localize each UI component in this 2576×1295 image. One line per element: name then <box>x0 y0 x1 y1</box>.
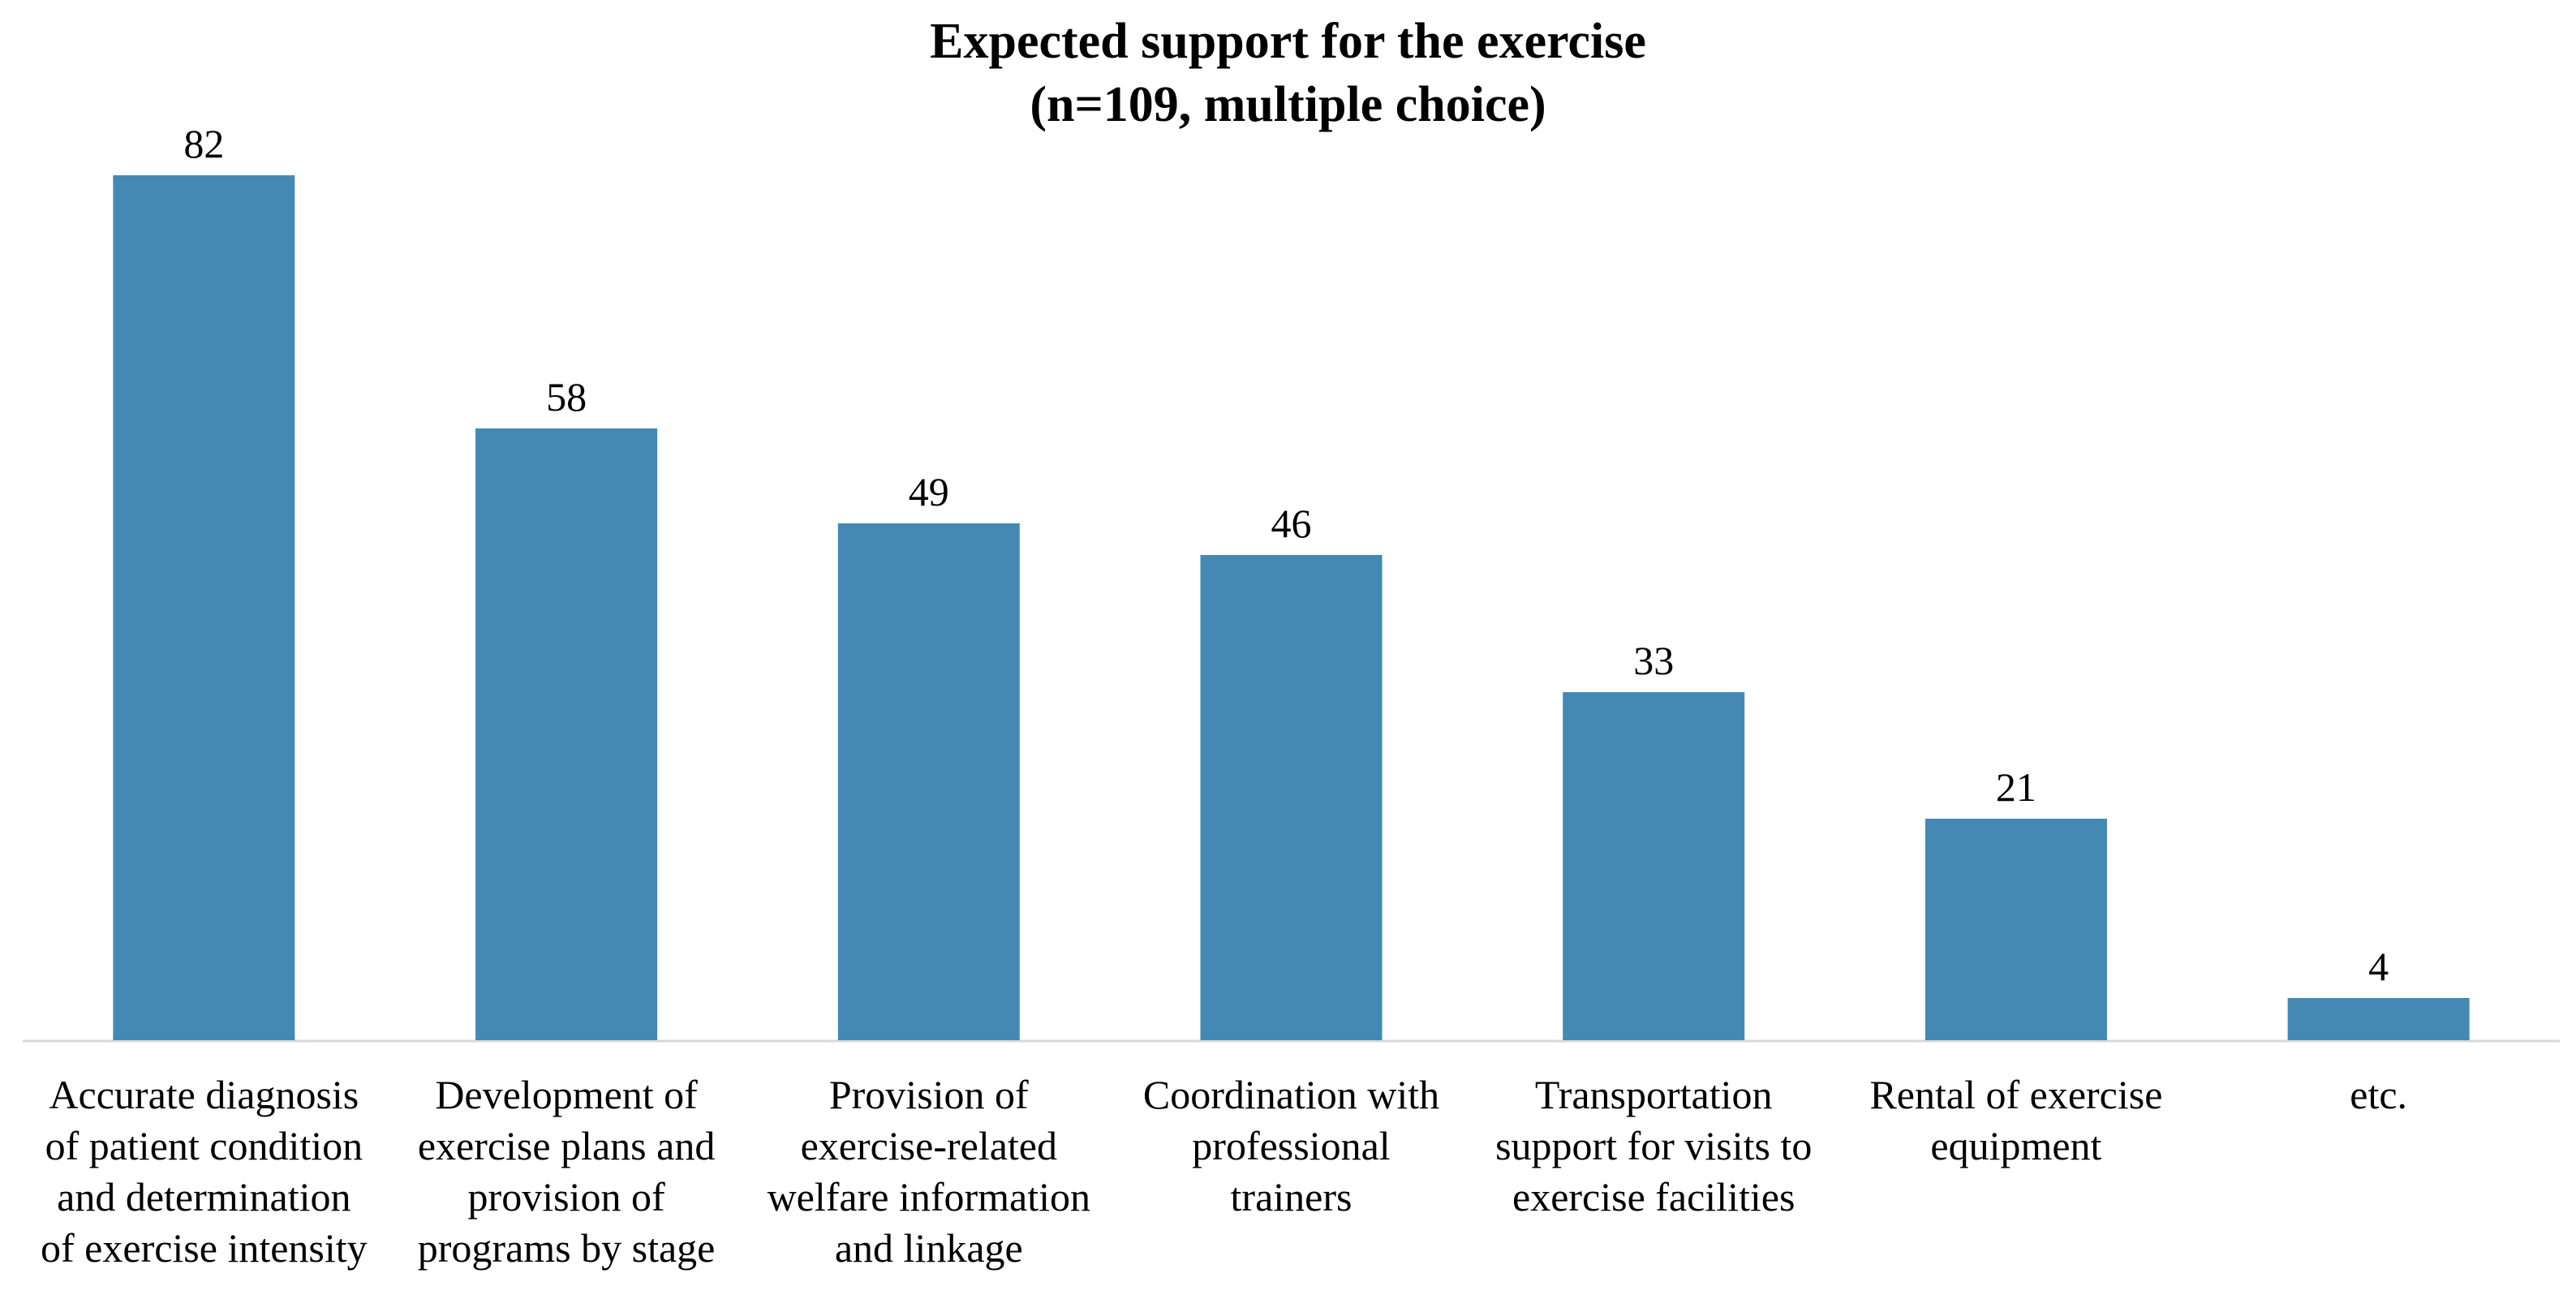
bar-2 <box>475 428 658 1040</box>
category-label-line: of exercise intensity <box>41 1225 368 1271</box>
category-label-line: support for visits to <box>1495 1123 1812 1168</box>
category-label-5: Transportation support for visits to exerc… <box>1495 1072 1812 1220</box>
data-label-2: 58 <box>546 374 587 419</box>
category-label-3: Provision of exercise-related welfare info… <box>768 1072 1090 1271</box>
category-label-7: etc. <box>2350 1072 2407 1117</box>
bar-1 <box>113 175 295 1040</box>
data-label-1: 82 <box>183 121 224 166</box>
category-label-line: Accurate diagnosis <box>49 1072 359 1117</box>
data-label-5: 33 <box>1633 638 1674 683</box>
category-label-line: Provision of <box>829 1072 1029 1117</box>
bar-7 <box>2287 998 2470 1040</box>
category-label-1: Accurate diagnosis of patient condition an… <box>41 1072 368 1271</box>
category-label-line: programs by stage <box>418 1225 716 1271</box>
bar-5 <box>1563 692 1745 1040</box>
category-label-2: Development of exercise plans and provisio… <box>418 1072 716 1271</box>
chart-subtitle: (n=109, multiple choice) <box>1030 77 1546 132</box>
category-label-line: exercise facilities <box>1512 1174 1795 1220</box>
category-label-line: Transportation <box>1535 1072 1773 1117</box>
category-label-line: trainers <box>1231 1174 1353 1220</box>
category-label-4: Coordination with professional trainers <box>1143 1072 1439 1220</box>
bar-3 <box>837 523 1020 1040</box>
category-label-line: and determination <box>57 1174 350 1220</box>
category-label-line: Rental of exercise <box>1869 1072 2162 1117</box>
chart-title: Expected support for the exercise <box>930 14 1646 69</box>
bar-4 <box>1200 555 1383 1040</box>
category-label-line: welfare information <box>768 1174 1090 1220</box>
data-label-4: 46 <box>1271 501 1312 546</box>
bar-6 <box>1924 819 2107 1040</box>
category-label-line: and linkage <box>835 1225 1023 1271</box>
category-label-line: exercise plans and <box>418 1123 716 1168</box>
category-label-6: Rental of exercise equipment <box>1869 1072 2162 1168</box>
category-label-line: Development of <box>435 1072 698 1117</box>
category-label-line: Coordination with <box>1143 1072 1439 1117</box>
data-label-7: 4 <box>2368 944 2389 989</box>
category-label-line: of patient condition <box>45 1123 363 1168</box>
data-label-3: 49 <box>909 469 949 514</box>
category-label-line: equipment <box>1930 1123 2101 1168</box>
category-label-line: exercise-related <box>801 1123 1057 1168</box>
category-label-line: etc. <box>2350 1072 2407 1117</box>
data-label-6: 21 <box>1996 764 2036 810</box>
category-label-line: provision of <box>468 1174 665 1220</box>
category-label-line: professional <box>1192 1123 1390 1168</box>
